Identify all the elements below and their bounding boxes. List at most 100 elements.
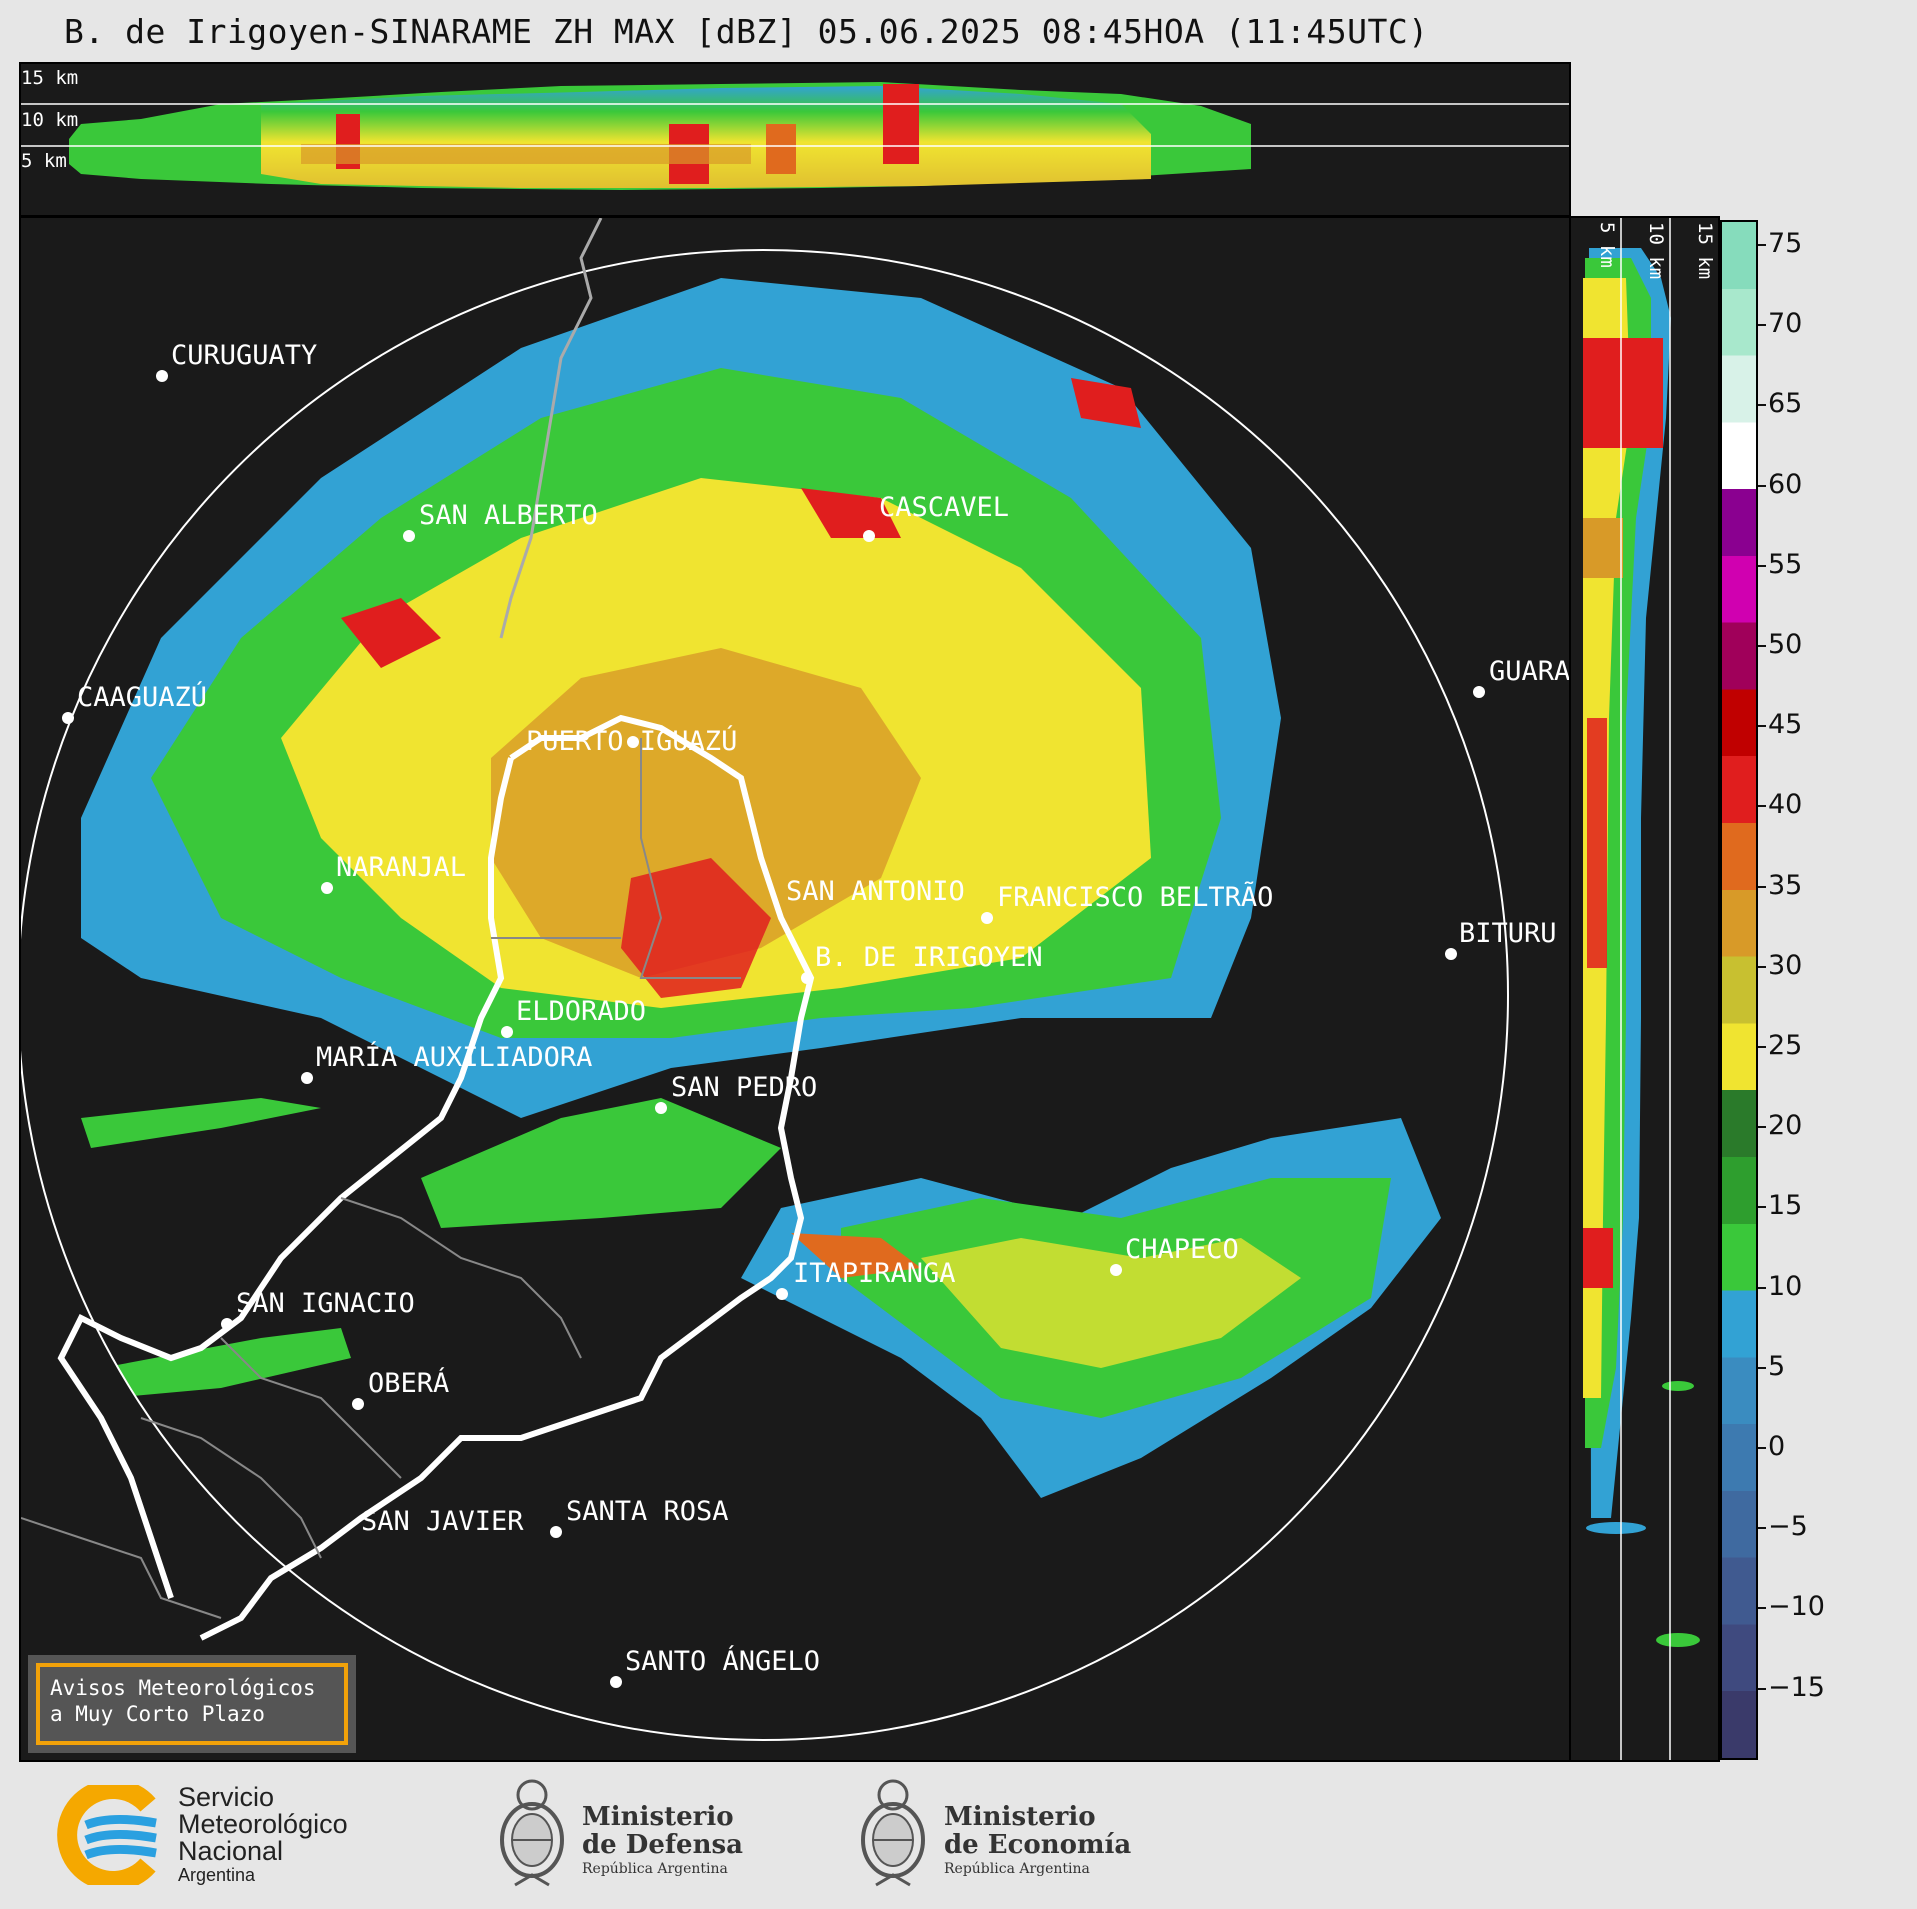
- colorbar-tick-mark: [1758, 1527, 1766, 1530]
- smn-line-2: Meteorológico: [178, 1809, 348, 1839]
- svg-text:SAN PEDRO: SAN PEDRO: [671, 1072, 817, 1103]
- city-b-de-irigoyen: B. DE IRIGOYEN: [801, 942, 1043, 984]
- notice-box: Avisos Meteorológicos a Muy Corto Plazo: [28, 1655, 356, 1753]
- colorbar-tick-label: −15: [1768, 1671, 1825, 1703]
- side-height-label-15: 15 km: [1694, 222, 1716, 279]
- city-maria-auxiliadora: MARÍA AUXILIADORA: [301, 1041, 592, 1084]
- colorbar-tick-mark: [1758, 1126, 1766, 1129]
- smn-line-1: Servicio: [178, 1782, 275, 1812]
- notice-line-2: a Muy Corto Plazo: [50, 1702, 265, 1726]
- colorbar-tick-label: 40: [1768, 789, 1803, 821]
- city-san-pedro: SAN PEDRO: [655, 1072, 817, 1114]
- colorbar-tick-label: 70: [1768, 308, 1803, 340]
- defensa-line-1: Ministerio: [582, 1802, 734, 1832]
- colorbar-tick-mark: [1758, 1206, 1766, 1209]
- colorbar-tick-mark: [1758, 1046, 1766, 1048]
- colorbar-tick-label: 75: [1768, 228, 1803, 259]
- colorbar-tick-mark: [1758, 1366, 1766, 1369]
- colorbar-tick-label: 55: [1768, 548, 1803, 580]
- side-height-label-5: 5 km: [1596, 222, 1618, 268]
- svg-text:SANTA ROSA: SANTA ROSA: [566, 1496, 729, 1527]
- city-san-alberto: SAN ALBERTO: [403, 500, 598, 542]
- city-santo-angelo: SANTO ÁNGELO: [610, 1645, 820, 1688]
- north-south-profile-panel: 15 km 10 km 5 km: [19, 62, 1571, 217]
- city-caaguazu: CAAGUAZÚ: [62, 681, 207, 724]
- economia-logo: [856, 1775, 931, 1901]
- colorbar-tick-label: 35: [1768, 869, 1803, 901]
- city-markers: CURUGUATY SAN ALBERTO CASCAVEL CAAGUAZÚ …: [62, 340, 1569, 1688]
- colorbar-tick-mark: [1758, 805, 1766, 808]
- colorbar-tick-label: 45: [1768, 709, 1803, 741]
- colorbar-tick-mark: [1758, 1447, 1766, 1449]
- svg-text:PUERTO IGUAZÚ: PUERTO IGUAZÚ: [526, 725, 737, 757]
- side-height-label-10: 10 km: [1645, 222, 1667, 279]
- defensa-line-3: República Argentina: [582, 1861, 728, 1877]
- defensa-logo: [495, 1775, 570, 1901]
- colorbar-tick-label: −5: [1768, 1511, 1808, 1543]
- smn-logo: [56, 1779, 166, 1891]
- colorbar-tick-label: 30: [1768, 949, 1803, 981]
- smn-line-3: Nacional: [178, 1836, 284, 1866]
- svg-text:ITAPIRANGA: ITAPIRANGA: [793, 1258, 956, 1289]
- economia-line-1: Ministerio: [944, 1802, 1096, 1832]
- colorbar-tick-label: 0: [1768, 1431, 1786, 1462]
- city-curuguaty: CURUGUATY: [156, 340, 317, 382]
- smn-logo-text: Servicio Meteorológico Nacional Argentin…: [178, 1782, 348, 1886]
- city-francisco-beltrao: FRANCISCO BELTRÃO: [981, 881, 1273, 924]
- colorbar-tick-mark: [1758, 1687, 1766, 1690]
- notice-line-1: Avisos Meteorológicos: [50, 1676, 316, 1700]
- svg-text:SAN JAVIER: SAN JAVIER: [361, 1506, 524, 1537]
- colorbar-tick-mark: [1758, 564, 1766, 567]
- colorbar-tick-label: 10: [1768, 1270, 1803, 1302]
- svg-text:NARANJAL: NARANJAL: [336, 852, 466, 883]
- city-cascavel: CASCAVEL: [863, 492, 1009, 542]
- colorbar-tick-label: 5: [1768, 1350, 1786, 1382]
- colorbar-tick-label: 60: [1768, 468, 1803, 500]
- colorbar-tick-label: 65: [1768, 388, 1803, 420]
- radar-map-panel: CURUGUATY SAN ALBERTO CASCAVEL CAAGUAZÚ …: [19, 216, 1571, 1762]
- colorbar-tick-mark: [1758, 885, 1766, 888]
- economia-logo-text: Ministerio de Economía República Argenti…: [944, 1803, 1131, 1879]
- svg-text:BITURU: BITURU: [1459, 918, 1557, 949]
- colorbar-tick-mark: [1758, 484, 1766, 487]
- city-naranjal: NARANJAL: [321, 852, 466, 894]
- political-borders: [21, 218, 815, 1641]
- top-height-label-10: 10 km: [21, 109, 78, 131]
- city-guara: GUARA: [1473, 656, 1569, 698]
- svg-text:CHAPECO: CHAPECO: [1125, 1234, 1239, 1265]
- city-chapeco: CHAPECO: [1110, 1234, 1239, 1276]
- svg-text:CURUGUATY: CURUGUATY: [171, 340, 317, 371]
- svg-text:FRANCISCO BELTRÃO: FRANCISCO BELTRÃO: [997, 881, 1273, 913]
- colorbar-tick-mark: [1758, 404, 1766, 407]
- svg-text:SAN ALBERTO: SAN ALBERTO: [419, 500, 598, 531]
- smn-logo-icon: [57, 1779, 157, 1891]
- range-ring: [21, 249, 1509, 1741]
- colorbar-tick-label: 25: [1768, 1030, 1803, 1061]
- smn-line-4: Argentina: [178, 1865, 256, 1885]
- city-san-antonio: SAN ANTONIO: [786, 876, 965, 907]
- city-itapiranga: ITAPIRANGA: [776, 1258, 956, 1300]
- city-eldorado: ELDORADO: [501, 996, 646, 1038]
- coat-of-arms-icon: [861, 1779, 925, 1887]
- economia-line-3: República Argentina: [944, 1861, 1090, 1877]
- colorbar-tick-label: 20: [1768, 1110, 1803, 1142]
- chart-title: B. de Irigoyen-SINARAME ZH MAX [dBZ] 05.…: [64, 12, 1429, 51]
- svg-text:GUARA: GUARA: [1489, 656, 1569, 687]
- defensa-logo-text: Ministerio de Defensa República Argentin…: [582, 1803, 743, 1879]
- svg-text:B. DE IRIGOYEN: B. DE IRIGOYEN: [815, 942, 1043, 973]
- colorbar-tick-mark: [1758, 965, 1766, 968]
- city-puerto-iguazu: PUERTO IGUAZÚ: [526, 725, 737, 757]
- colorbar-tick-mark: [1758, 244, 1766, 246]
- east-west-profile-panel: 5 km 10 km 15 km: [1569, 216, 1720, 1762]
- coat-of-arms-icon: [500, 1779, 564, 1887]
- city-bituru: BITURU: [1445, 918, 1557, 960]
- top-height-label-15: 15 km: [21, 67, 78, 89]
- colorbar-tick-label: 15: [1768, 1190, 1803, 1222]
- colorbar-tick-mark: [1758, 725, 1766, 728]
- defensa-line-2: de Defensa: [582, 1830, 743, 1860]
- economia-line-2: de Economía: [944, 1830, 1132, 1860]
- colorbar-tick-mark: [1758, 1607, 1766, 1610]
- colorbar-tick-label: −10: [1768, 1591, 1825, 1623]
- svg-text:SAN IGNACIO: SAN IGNACIO: [236, 1288, 415, 1319]
- svg-text:CASCAVEL: CASCAVEL: [879, 492, 1009, 523]
